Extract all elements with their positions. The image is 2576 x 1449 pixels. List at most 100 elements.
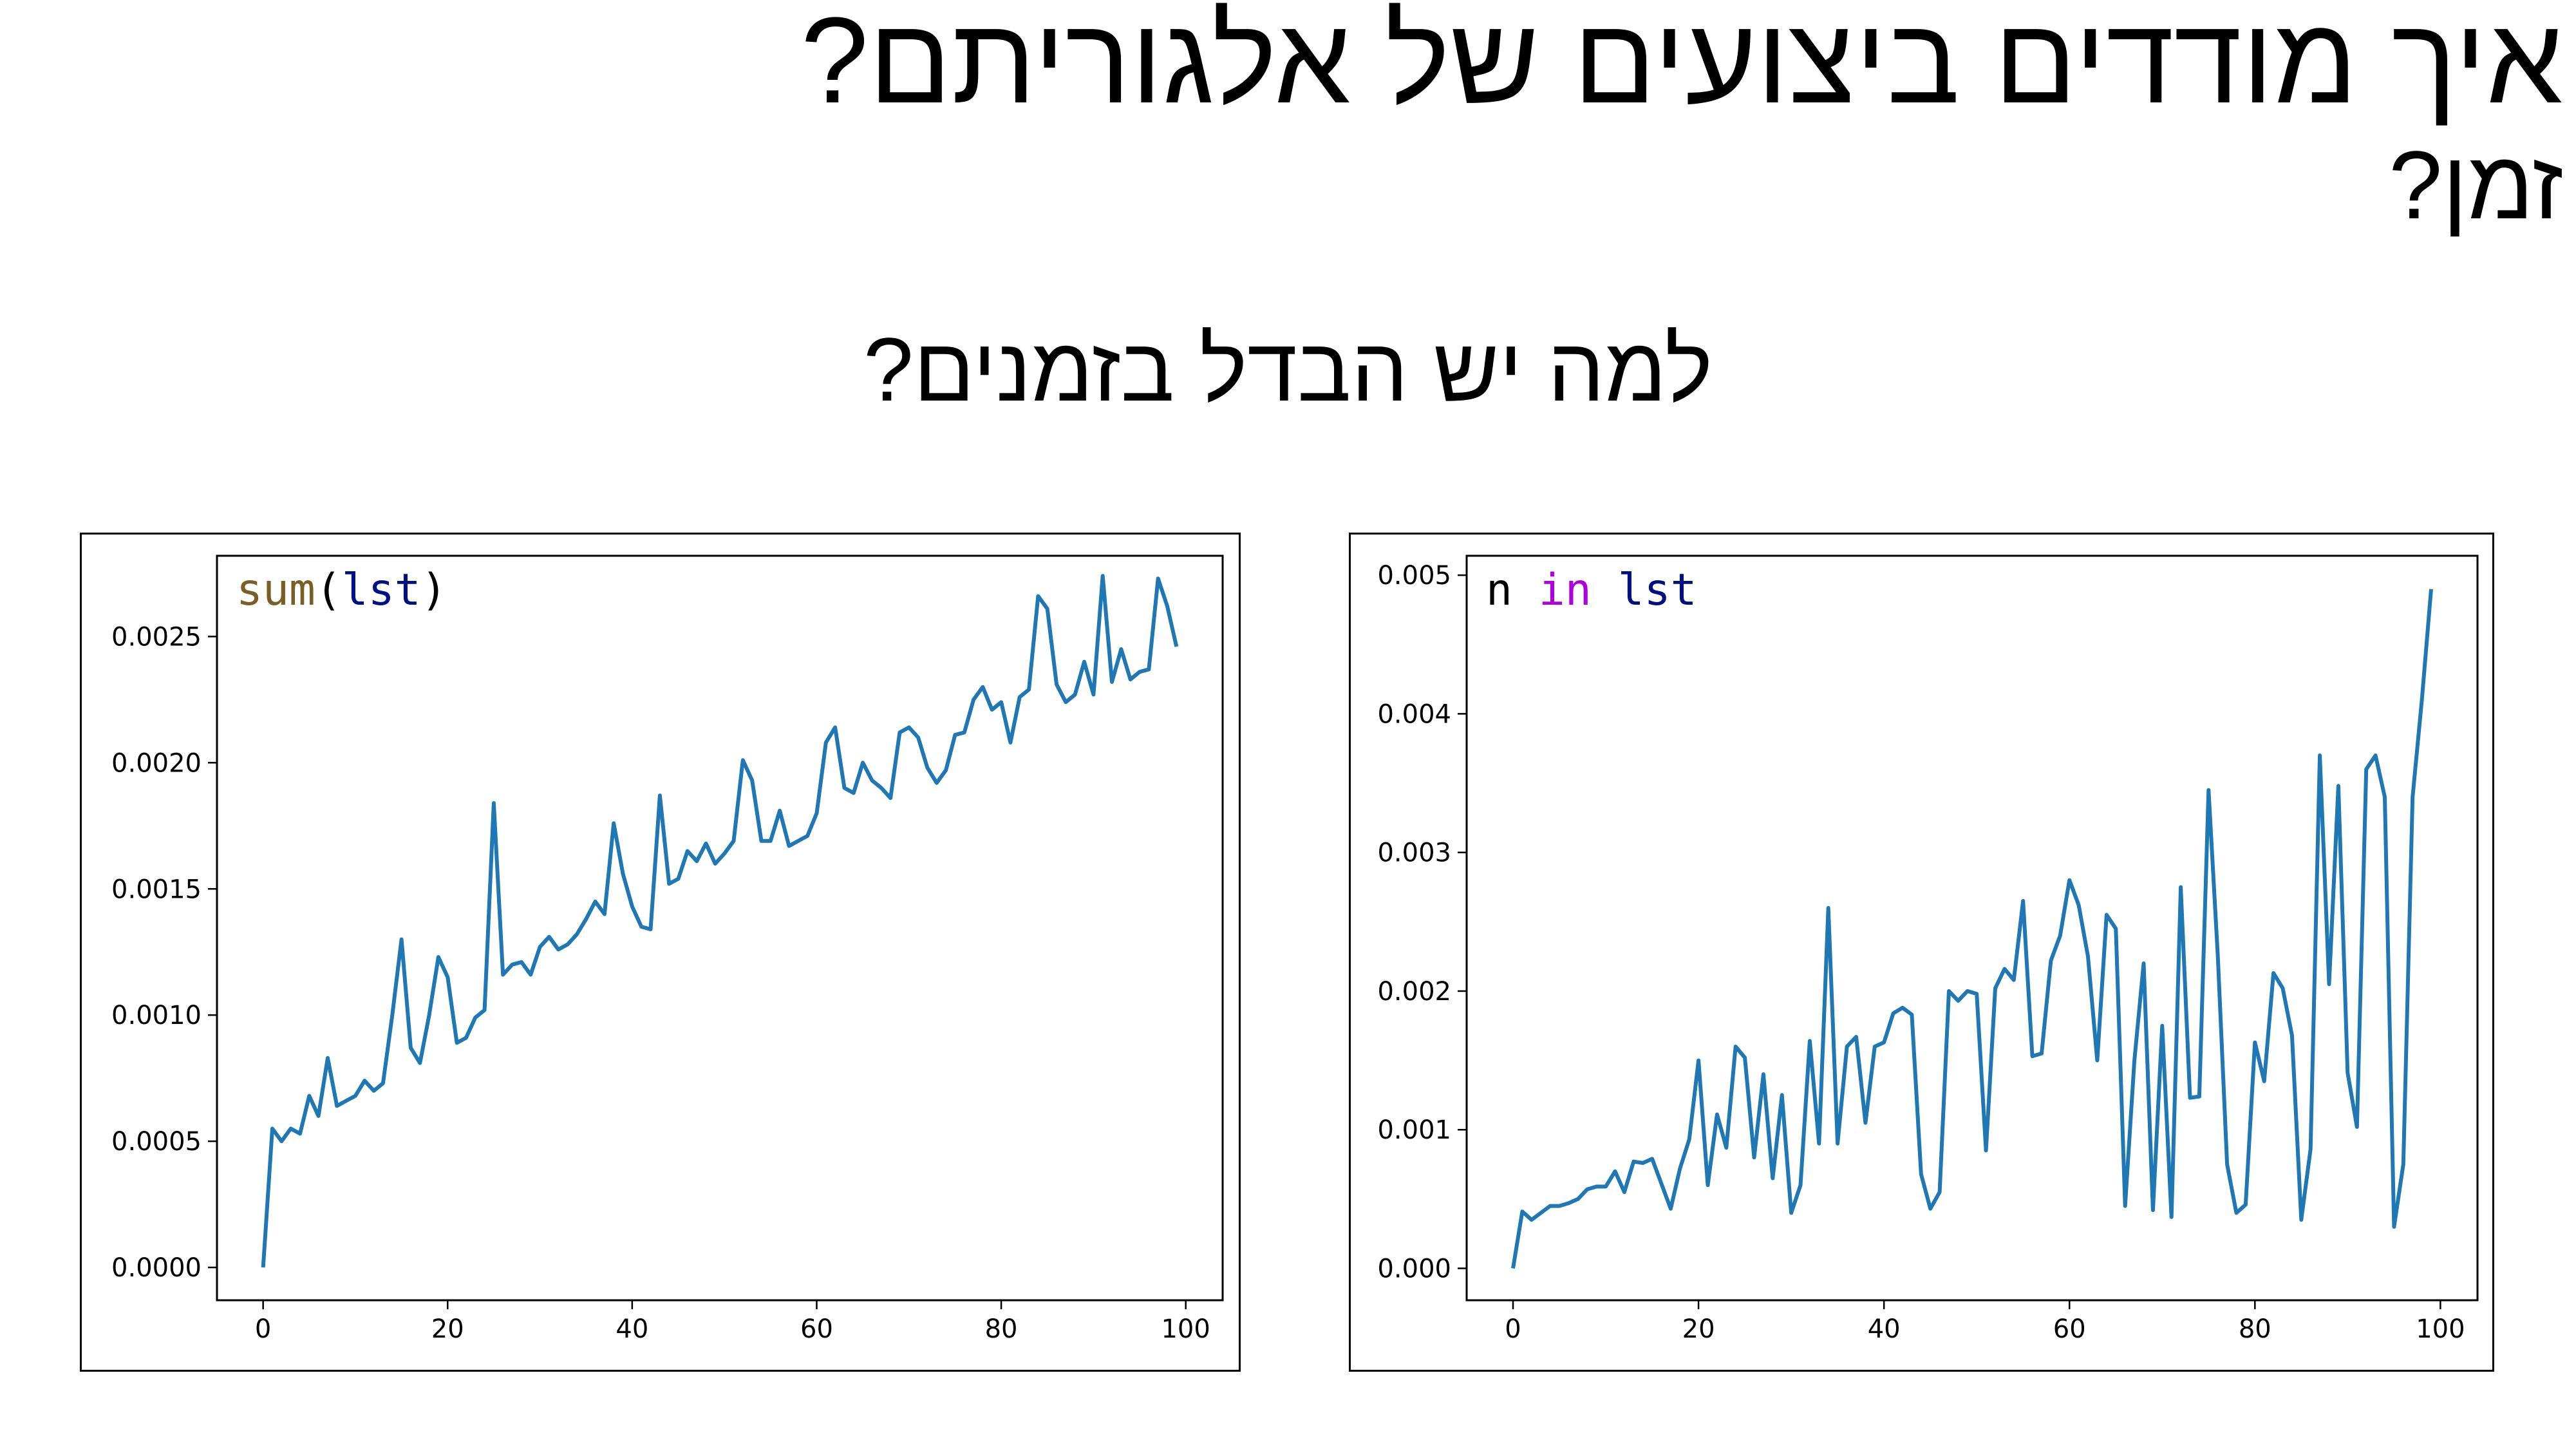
chart-1-x-tick-label: 100 (2416, 1314, 2465, 1344)
chart-1-x-tick-label: 0 (1505, 1314, 1521, 1344)
chart-0-x-tick-label: 0 (255, 1314, 271, 1344)
chart-1-y-tick-label: 0.003 (1377, 838, 1451, 868)
chart-1-data-point (2291, 1035, 2292, 1036)
chart-1-y-tick-label: 0.004 (1377, 699, 1451, 729)
chart-0-data-point (465, 1037, 466, 1038)
chart-1-x-tick-label: 20 (1682, 1314, 1715, 1344)
chart-0-data-point (742, 760, 743, 761)
chart-1-data-point (2421, 699, 2422, 700)
chart-0-data-point (373, 1090, 374, 1091)
chart-1-data-point (2106, 914, 2107, 915)
chart-0-y-tick-label: 0.0000 (111, 1253, 202, 1283)
chart-1-plot-area (1465, 554, 2479, 1302)
chart-0-data-point (733, 840, 734, 841)
chart-1-data-point (1633, 1161, 1634, 1162)
chart-1-data-point (1865, 1122, 1866, 1123)
chart-0-data-point (770, 840, 771, 841)
chart-1-data-point (1716, 1114, 1717, 1115)
chart-0-data-point (299, 1133, 300, 1134)
chart-0-data-point (493, 803, 494, 804)
chart-0-data-point (1084, 661, 1085, 662)
chart-1-data-point (1800, 1185, 1801, 1186)
chart-1-annotation-token: n (1486, 565, 1539, 616)
chart-0-y-tick-label: 0.0010 (111, 1001, 202, 1030)
chart-0-annotation-token: lst (342, 565, 421, 616)
chart-0-plot-area (216, 554, 1224, 1302)
chart-0-data-point (1093, 694, 1094, 695)
chart-1-data-point (1995, 988, 1996, 989)
chart-0-series-line (261, 574, 1179, 1268)
chart-1-data-point (2023, 901, 2024, 902)
chart-1-y-tick-label: 0.002 (1377, 977, 1451, 1007)
chart-0-y-tick-label: 0.0005 (111, 1127, 202, 1157)
chart-0-x-tick-label: 40 (616, 1314, 648, 1344)
chart-1-annotation-token: in (1539, 565, 1592, 616)
chart-0-data-point (1130, 679, 1131, 680)
chart-0-x-tick-label: 80 (985, 1314, 1018, 1344)
chart-0-data-point (1112, 681, 1113, 682)
chart-1-data-point (2356, 1126, 2357, 1127)
chart-0-data-point (521, 961, 522, 962)
chart-1-data-point (1596, 1186, 1597, 1187)
chart-0-data-point (327, 1057, 328, 1058)
chart-1-data-point (1772, 1178, 1773, 1179)
chart-0-data-point (1010, 742, 1011, 743)
chart-0-annotation-token: ( (315, 565, 342, 616)
chart-1-data-point (2134, 1060, 2135, 1061)
chart-1-data-point (1513, 1268, 1514, 1269)
chart-0-annotation: sum(lst) (236, 565, 447, 616)
chart-0-data-point (659, 795, 660, 796)
chart-0-data-point (595, 901, 596, 902)
chart-1-y-tick-label: 0.001 (1377, 1115, 1451, 1145)
chart-1-data-point (1884, 1042, 1885, 1043)
chart-0-data-point (309, 1095, 310, 1096)
chart-1-x-tick-label: 60 (2053, 1314, 2086, 1344)
chart-1-x-tick-label: 80 (2239, 1314, 2271, 1344)
chart-0-data-point (908, 727, 909, 728)
chart-0-data-point (392, 1015, 393, 1016)
chart-1-data-point (2245, 1204, 2246, 1205)
chart-1-data-point (1698, 1060, 1699, 1061)
chart-0-data-point (761, 840, 762, 841)
chart-0-data-point (825, 742, 826, 743)
chart-0-data-point (890, 798, 891, 799)
chart-1-data-point (2347, 1072, 2348, 1073)
chart-1-data-point (1568, 1203, 1569, 1204)
chart-0-data-point (1001, 702, 1002, 703)
chart-1-data-point (1967, 990, 1968, 991)
in-timing-chart: 0 20 40 60 80 100 0.000 0.001 0.002 0.003 0.004 0.0… (1349, 533, 2494, 1372)
chart-0-data-point (918, 737, 919, 738)
sum-timing-chart: 0 20 40 60 80 100 0.0000 0.0005 0.0010 0.0015 0.00… (80, 533, 1241, 1372)
chart-1-annotation-token: lst (1618, 565, 1697, 616)
chart-0-data-point (281, 1141, 282, 1142)
chart-0-data-point (1167, 606, 1168, 607)
chart-0-data-point (807, 835, 808, 836)
chart-1-annotation: n in lst (1486, 565, 1697, 616)
chart-1-data-point (2032, 1056, 2033, 1057)
chart-1-data-point (1642, 1162, 1643, 1163)
chart-0-x-tick-label: 20 (431, 1314, 464, 1344)
chart-0-data-point (290, 1128, 291, 1129)
chart-1-data-point (1902, 1007, 1903, 1008)
chart-1-data-point (2227, 1164, 2228, 1165)
chart-0-x-tick-label: 60 (800, 1314, 833, 1344)
chart-1-data-point (1893, 1013, 1894, 1014)
chart-0-data-point (936, 782, 937, 783)
chart-1-data-point (1828, 907, 1829, 908)
chart-0-data-point (899, 732, 900, 733)
chart-0-data-point (678, 878, 679, 879)
chart-1-data-point (1948, 990, 1949, 991)
chart-0-data-point (835, 727, 836, 728)
chart-0-y-tick-label: 0.0015 (111, 875, 202, 904)
chart-0-x-tick-label: 100 (1161, 1314, 1210, 1344)
chart-1-data-point (2088, 956, 2089, 957)
chart-1-data-point (1939, 1192, 1940, 1193)
page-title: איך מודדים ביצועים של אלגוריתם? (800, 0, 2563, 129)
chart-1-series-line (1511, 589, 2433, 1269)
chart-1-data-point (2282, 988, 2283, 989)
chart-0-data-point (752, 780, 753, 781)
chart-0-annotation-token: sum (236, 565, 315, 616)
chart-1-data-point (2366, 769, 2367, 770)
chart-1-annotation-token (1592, 565, 1618, 616)
chart-1-data-point (2310, 1149, 2311, 1150)
